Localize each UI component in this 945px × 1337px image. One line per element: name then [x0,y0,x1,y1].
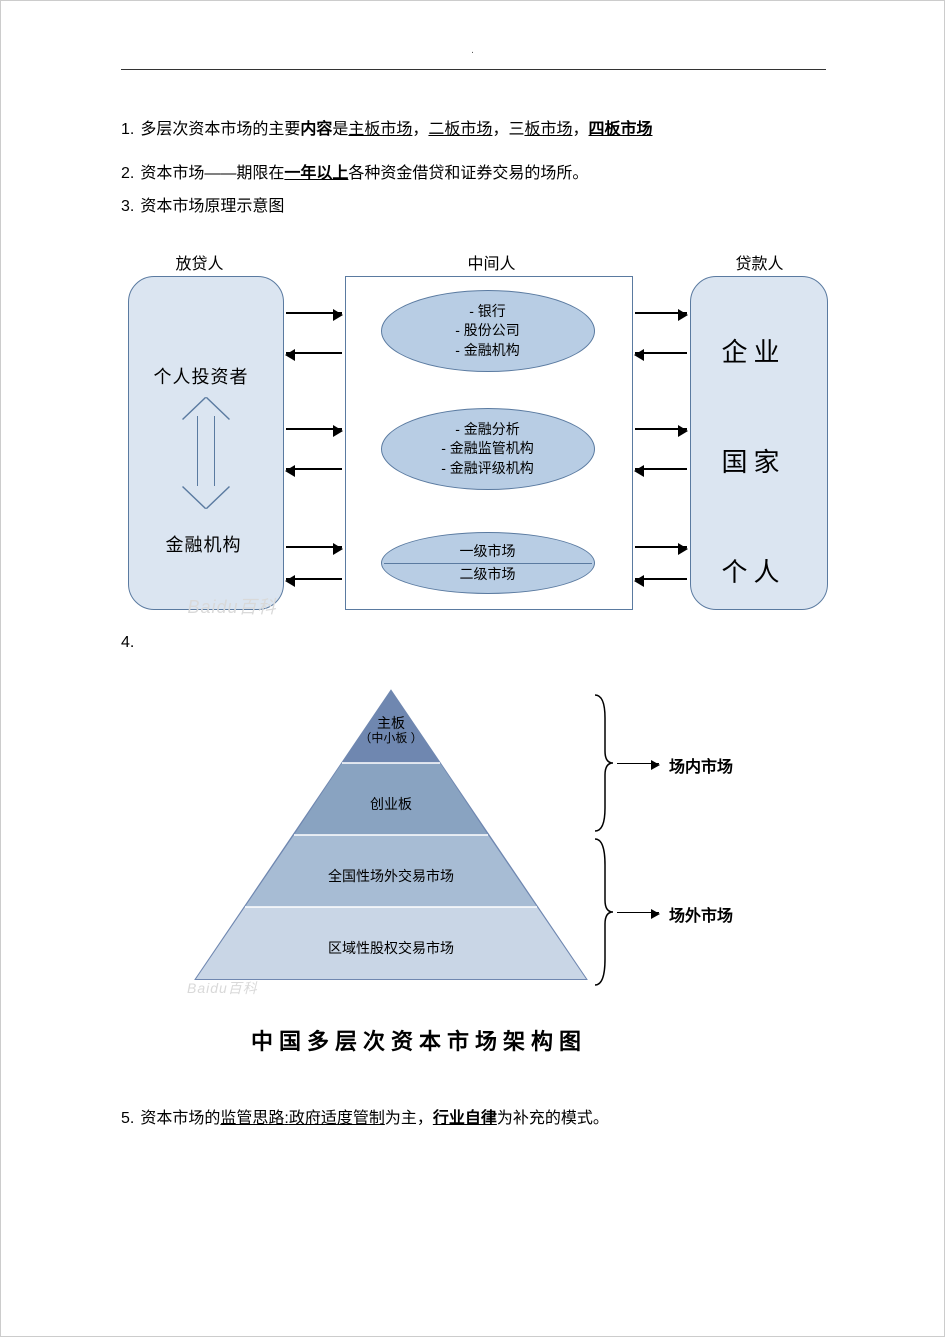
pyramid-layer-2: 创业板 [301,791,481,818]
arrow-icon [635,468,687,470]
arrow-icon [286,428,342,430]
arrow-icon [286,468,342,470]
arrow-icon [286,312,342,314]
list-item-4: 4. [121,628,834,658]
item-text: 多层次资本市场的主要内容是主板市场，二板市场，三板市场，四板市场 [140,115,652,145]
arrow-icon [617,912,659,913]
brace-icon [591,693,615,833]
document-body: 1. 多层次资本市场的主要内容是主板市场，二板市场，三板市场，四板市场 2. 资… [121,115,834,1135]
ellipse-banks: - 银行 - 股份公司 - 金融机构 [381,290,595,372]
capital-market-flow-diagram: 放贷人 中间人 贷款人 个人投资者 金融机构 - 银行 - 股份公司 - 金融机… [128,250,828,620]
document-page: . 1. 多层次资本市场的主要内容是主板市场，二板市场，三板市场，四板市场 2.… [0,0,945,1337]
ellipse-divider [384,563,592,564]
watermark: Baidu百科 [188,590,277,624]
arrow-icon [617,763,659,764]
item-text: 资本市场——期限在一年以上各种资金借贷和证券交易的场所。 [140,159,588,189]
item-number: 5. [121,1104,134,1134]
brace-icon [591,837,615,987]
pyramid-wrapper: 主板 （中小板 ） 创业板 全国性场外交易市场 区域性股权交易市场 场内市场 场… [191,685,834,1063]
item-text: 资本市场的监管思路:政府适度管制为主，行业自律为补充的模式。 [140,1104,609,1134]
list-item-2: 2. 资本市场——期限在一年以上各种资金借贷和证券交易的场所。 [121,159,834,189]
watermark: Baidu百科 [187,975,258,1002]
list-item-3: 3. 资本市场原理示意图 [121,192,834,222]
arrow-icon [635,352,687,354]
lender-institution: 金融机构 [166,528,242,562]
item-number: 2. [121,159,134,189]
list-item-5: 5. 资本市场的监管思路:政府适度管制为主，行业自律为补充的模式。 [121,1104,834,1134]
ellipse-markets: 一级市场 二级市场 [381,532,595,594]
pyramid-title: 中国多层次资本市场架构图 [251,1021,834,1063]
arrow-icon [635,578,687,580]
pyramid-layer-4: 区域性股权交易市场 [301,935,481,962]
item-number: 4. [121,628,134,658]
arrow-icon [635,428,687,430]
header-rule [121,69,826,70]
label-off-exchange: 场外市场 [669,902,733,932]
item-number: 3. [121,192,134,222]
arrow-icon [635,546,687,548]
borrower-state: 国家 [722,438,786,487]
arrow-icon [286,546,342,548]
item-text: 资本市场原理示意图 [140,192,284,222]
label-on-exchange: 场内市场 [669,753,733,783]
ellipse-regulators: - 金融分析 - 金融监管机构 - 金融评级机构 [381,408,595,490]
arrow-icon [286,352,342,354]
arrow-icon [286,578,342,580]
list-item-1: 1. 多层次资本市场的主要内容是主板市场，二板市场，三板市场，四板市场 [121,115,834,145]
borrower-individual: 个人 [722,548,786,597]
arrow-icon [635,312,687,314]
item-number: 1. [121,115,134,145]
page-number-marker: . [471,45,474,56]
pyramid-layer-1: 主板 （中小板 ） [301,715,481,746]
lender-individual: 个人投资者 [154,360,249,394]
double-arrow-icon [183,398,229,508]
pyramid-layer-3: 全国性场外交易市场 [301,863,481,890]
borrower-enterprise: 企业 [722,328,786,377]
market-pyramid-diagram: 主板 （中小板 ） 创业板 全国性场外交易市场 区域性股权交易市场 场内市场 场… [191,685,751,995]
